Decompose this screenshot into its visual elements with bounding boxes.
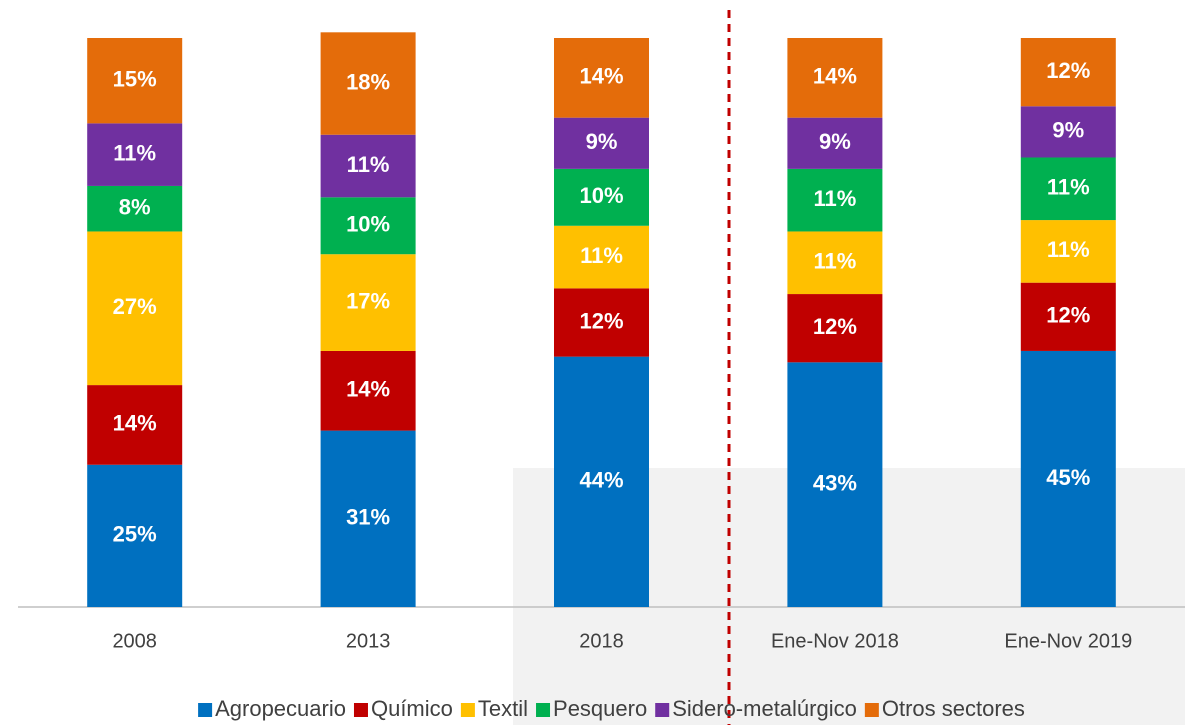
data-label: 9% [586,129,618,154]
data-label: 8% [119,195,151,220]
data-label: 12% [579,308,623,333]
bar-segment [787,231,883,295]
bar-segment [1020,350,1116,607]
legend-swatch [460,703,475,717]
bar-segment [787,168,883,232]
legend-swatch [655,703,670,717]
x-tick-label: 2018 [579,630,624,652]
x-tick-label: 2008 [112,630,157,652]
x-tick-label: 2013 [346,630,391,652]
data-label: 18% [346,69,390,94]
bar-segment [320,254,416,351]
bar-segment [787,362,883,607]
bar-segment [87,38,183,124]
data-label: 9% [819,129,851,154]
bar-segment [87,385,183,465]
bar-segment [787,38,883,118]
bar-segment [87,231,183,386]
bar-segment [554,356,649,607]
data-label: 12% [1046,58,1090,83]
bar-segment [554,168,649,226]
legend-swatch [198,703,213,717]
bar-segment [87,185,183,232]
legend: Agropecuario Químico Textil Pesquero Sidero-… [198,696,1025,721]
data-label: 10% [579,183,623,208]
bar-segment [320,32,416,135]
data-label: 14% [579,64,623,89]
bar-segment [1020,157,1116,221]
bar-segment [320,134,416,198]
data-label: 11% [1047,175,1090,200]
data-label: 11% [1047,237,1090,262]
legend-label: Textil [478,696,528,721]
bar-segment [1020,282,1116,351]
legend-label: Pesquero [553,696,647,721]
x-tick-label: Ene-Nov 2019 [1004,630,1132,652]
bar-segment [320,197,416,255]
bar-segment [320,430,416,607]
data-label: 11% [580,243,623,268]
data-label: 14% [113,411,157,436]
bar-segment [1020,220,1116,283]
data-label: 44% [579,468,623,493]
data-label: 15% [113,66,157,91]
data-label: 11% [347,152,390,177]
bar-segment [87,123,183,186]
legend-label: Químico [371,696,453,721]
bar-segment [554,225,649,289]
data-label: 27% [113,294,157,319]
data-label: 10% [346,212,390,237]
legend-swatch [536,703,551,717]
bar-segment [1020,38,1116,107]
data-label: 14% [346,377,390,402]
legend-label: Agropecuario [215,696,346,721]
data-label: 9% [1052,118,1084,143]
data-label: 11% [813,186,856,211]
bar-segment [554,117,649,169]
data-label: 14% [813,64,857,89]
legend-swatch [864,703,879,717]
bar-segment [554,288,649,357]
data-label: 12% [1046,303,1090,328]
bar-segment [554,38,649,118]
legend-label: Sidero-metalúrgico [672,696,857,721]
bar-segment [320,350,416,431]
data-label: 17% [346,288,390,313]
x-tick-label: Ene-Nov 2018 [771,630,899,652]
legend-swatch [353,703,368,717]
data-label: 31% [346,505,390,530]
data-label: 12% [813,314,857,339]
data-label: 11% [813,249,856,274]
data-label: 45% [1046,465,1090,490]
data-label: 25% [113,522,157,547]
data-label: 43% [813,470,857,495]
data-label: 11% [113,140,156,165]
bar-segment [1020,106,1116,158]
bar-segment [87,464,183,607]
bar-segment [787,117,883,169]
bar-segment [787,294,883,363]
legend-label: Otros sectores [882,696,1025,721]
